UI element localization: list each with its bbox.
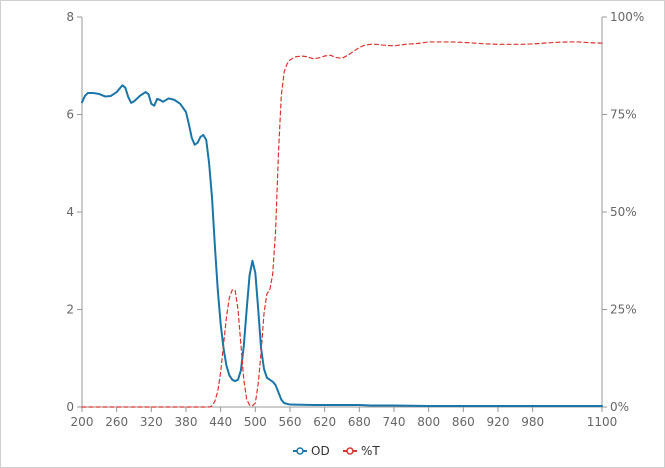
- y-right-tick-label: 100%: [610, 10, 644, 24]
- x-tick-label: 320: [140, 415, 163, 429]
- x-tick-label: 980: [521, 415, 544, 429]
- y-left-tick-label: 8: [66, 10, 74, 24]
- x-tick-label: 920: [487, 415, 510, 429]
- series-line-t: [81, 41, 603, 408]
- x-tick-label: 500: [244, 415, 267, 429]
- axes: 200 260 320 380 440 500 560 620 680 740 800 860 920 9…: [66, 10, 644, 429]
- x-tick-label: 860: [452, 415, 475, 429]
- x-tick-label: 740: [383, 415, 406, 429]
- x-tick-label: 560: [279, 415, 302, 429]
- x-tick-label: 260: [105, 415, 128, 429]
- legend-label-t: %T: [361, 444, 380, 458]
- x-tick-label: 380: [175, 415, 198, 429]
- y-right-tick-label: 25%: [610, 303, 637, 317]
- y-left-tick-label: 6: [66, 108, 74, 122]
- x-tick-label: 1100: [587, 415, 618, 429]
- series-layer: [81, 41, 603, 408]
- legend-label-od: OD: [311, 444, 330, 458]
- x-tick-label: 620: [313, 415, 336, 429]
- x-tick-label: 680: [348, 415, 371, 429]
- x-tick-label: 200: [71, 415, 94, 429]
- x-tick-label: 440: [209, 415, 232, 429]
- y-left-tick-label: 2: [66, 303, 74, 317]
- y-left-tick-label: 0: [66, 400, 74, 414]
- y-right-tick-label: 50%: [610, 205, 637, 219]
- legend[interactable]: OD %T: [293, 444, 380, 458]
- legend-item-t[interactable]: %T: [343, 444, 380, 458]
- y-right-tick-label: 0%: [610, 400, 629, 414]
- series-line-od: [81, 84, 603, 408]
- legend-item-od[interactable]: OD: [293, 444, 330, 458]
- y-left-tick-label: 4: [66, 205, 74, 219]
- x-tick-label: 800: [417, 415, 440, 429]
- y-right-tick-label: 75%: [610, 108, 637, 122]
